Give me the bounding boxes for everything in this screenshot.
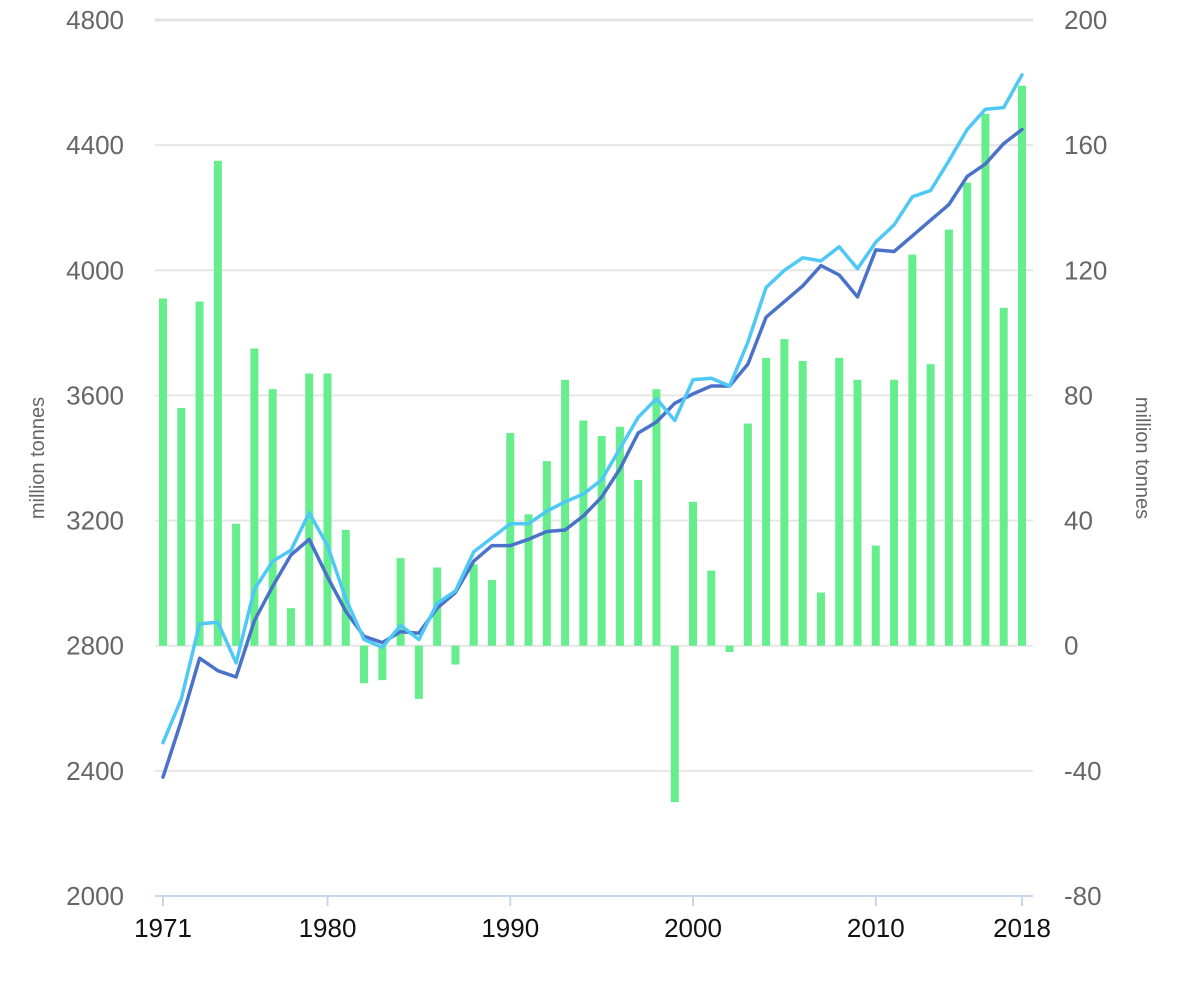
x-axis-tick-label: 2000 — [664, 913, 722, 943]
bar — [981, 113, 990, 646]
bar — [670, 645, 679, 803]
right-axis-tick-label: -80 — [1064, 881, 1102, 911]
bar — [963, 182, 972, 646]
left-axis-tick-label: 4000 — [66, 255, 124, 285]
bar — [780, 339, 789, 646]
bar — [305, 373, 314, 646]
bar — [652, 389, 661, 646]
bar — [159, 298, 167, 646]
bar — [725, 645, 734, 652]
x-axis-tick-label: 1980 — [299, 913, 357, 943]
left-axis-tick-label: 3200 — [66, 506, 124, 536]
right-axis-tick-label: 120 — [1064, 255, 1107, 285]
bar — [177, 407, 186, 646]
bar — [360, 645, 369, 684]
bar — [871, 545, 880, 646]
bar — [268, 389, 277, 646]
bar — [195, 301, 204, 646]
left-axis-title: million tonnes — [27, 397, 49, 519]
line-series — [161, 73, 1024, 779]
x-axis-tick-label: 1971 — [134, 913, 192, 943]
right-axis-tick-label: 80 — [1064, 380, 1093, 410]
axes: 2000 2400 2800 3200 3600 4000 4400 4800 -80 -40 0 4… — [66, 5, 1107, 943]
bar — [323, 373, 332, 646]
bar — [542, 461, 551, 646]
x-axis-tick-label: 1990 — [481, 913, 539, 943]
bar — [396, 558, 405, 646]
bar-series — [159, 85, 1026, 803]
left-axis-tick-label: 2400 — [66, 756, 124, 786]
bar — [944, 229, 953, 646]
bar — [597, 436, 606, 646]
right-axis-tick-label: 160 — [1064, 130, 1107, 160]
bar — [414, 645, 423, 699]
bar — [1018, 85, 1026, 646]
right-axis-title: million tonnes — [1131, 397, 1153, 519]
bar — [451, 645, 460, 665]
left-axis-tick-label: 2800 — [66, 631, 124, 661]
right-axis-tick-label: 40 — [1064, 506, 1093, 536]
bar — [561, 379, 570, 646]
bar — [232, 523, 241, 646]
series-line — [161, 73, 1024, 745]
bar — [286, 608, 295, 646]
bar — [615, 426, 624, 646]
bar — [378, 645, 387, 681]
bar — [743, 423, 752, 646]
bar — [890, 379, 899, 646]
bar — [835, 357, 844, 646]
bar — [341, 529, 350, 646]
bar — [853, 379, 862, 646]
x-axis-tick-label: 2018 — [993, 913, 1051, 943]
series-line — [161, 127, 1024, 779]
bar — [506, 432, 515, 646]
bar — [579, 420, 588, 646]
bar — [487, 580, 496, 646]
bar — [250, 348, 259, 646]
left-axis-tick-label: 4800 — [66, 5, 124, 35]
bar — [762, 357, 771, 646]
bar — [707, 570, 716, 646]
bar — [213, 160, 222, 646]
bar — [926, 364, 935, 646]
left-axis-tick-label: 3600 — [66, 380, 124, 410]
right-axis-tick-label: 0 — [1064, 631, 1078, 661]
bar — [634, 479, 643, 646]
gridlines — [155, 18, 1033, 772]
bar — [816, 592, 825, 646]
left-axis-tick-label: 2000 — [66, 881, 124, 911]
x-axis-tick-label: 2010 — [847, 913, 905, 943]
bar — [524, 514, 533, 646]
right-axis-tick-label: -40 — [1064, 756, 1102, 786]
left-axis-tick-label: 4400 — [66, 130, 124, 160]
bar — [469, 564, 478, 646]
bar — [689, 501, 698, 646]
right-axis-tick-label: 200 — [1064, 5, 1107, 35]
bar — [908, 254, 917, 646]
bar — [999, 307, 1008, 646]
bar — [798, 361, 807, 646]
